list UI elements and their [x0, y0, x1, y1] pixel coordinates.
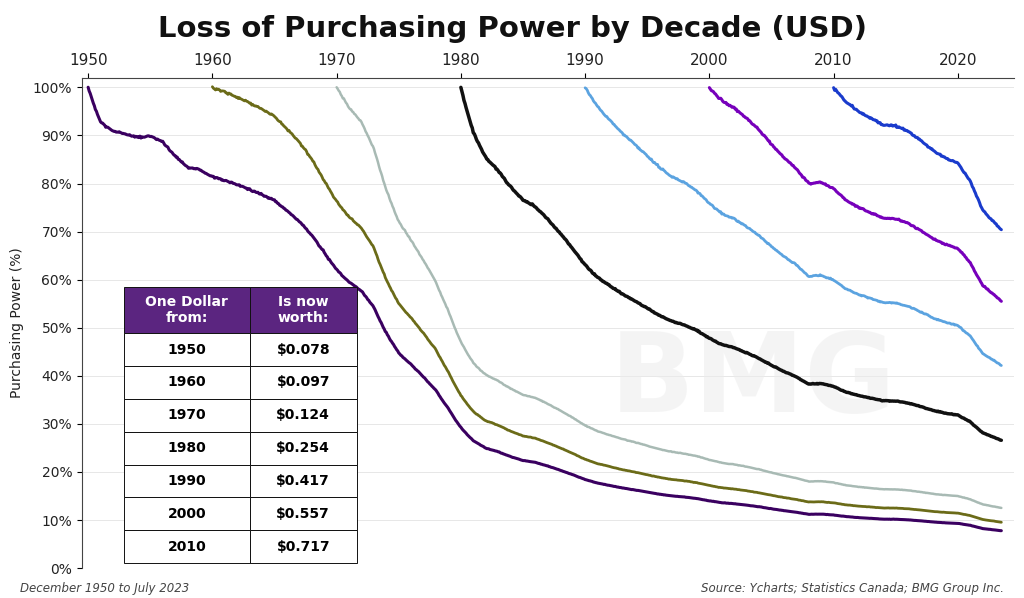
Bar: [250, 465, 356, 498]
Text: Is now
worth:: Is now worth:: [278, 295, 329, 325]
Text: 2000: 2000: [168, 507, 206, 521]
Text: 1990: 1990: [168, 474, 206, 488]
Bar: [124, 366, 250, 399]
Text: $0.078: $0.078: [276, 343, 330, 356]
Bar: [250, 286, 356, 333]
Text: 1960: 1960: [168, 376, 206, 389]
Bar: [124, 432, 250, 465]
Bar: [250, 530, 356, 563]
Text: $0.557: $0.557: [276, 507, 330, 521]
Text: 1950: 1950: [167, 343, 206, 356]
Bar: [250, 432, 356, 465]
Text: Source: Ycharts; Statistics Canada; BMG Group Inc.: Source: Ycharts; Statistics Canada; BMG …: [700, 582, 1004, 595]
Text: $0.254: $0.254: [276, 441, 330, 455]
Bar: [250, 399, 356, 432]
Bar: [124, 465, 250, 498]
Text: BMG: BMG: [609, 328, 896, 435]
Bar: [250, 366, 356, 399]
Bar: [124, 399, 250, 432]
Text: 2010: 2010: [167, 540, 206, 554]
Text: $0.417: $0.417: [276, 474, 330, 488]
Text: One Dollar
from:: One Dollar from:: [145, 295, 228, 325]
Bar: [250, 333, 356, 366]
Bar: [124, 530, 250, 563]
Bar: [124, 333, 250, 366]
Text: December 1950 to July 2023: December 1950 to July 2023: [20, 582, 189, 595]
Bar: [124, 498, 250, 530]
Text: $0.717: $0.717: [276, 540, 330, 554]
Text: 1980: 1980: [167, 441, 206, 455]
Text: 1970: 1970: [168, 408, 206, 422]
Bar: [124, 286, 250, 333]
Text: $0.124: $0.124: [276, 408, 330, 422]
Y-axis label: Purchasing Power (%): Purchasing Power (%): [10, 248, 25, 398]
Text: Loss of Purchasing Power by Decade (USD): Loss of Purchasing Power by Decade (USD): [158, 15, 866, 43]
Bar: [250, 498, 356, 530]
Text: $0.097: $0.097: [276, 376, 330, 389]
